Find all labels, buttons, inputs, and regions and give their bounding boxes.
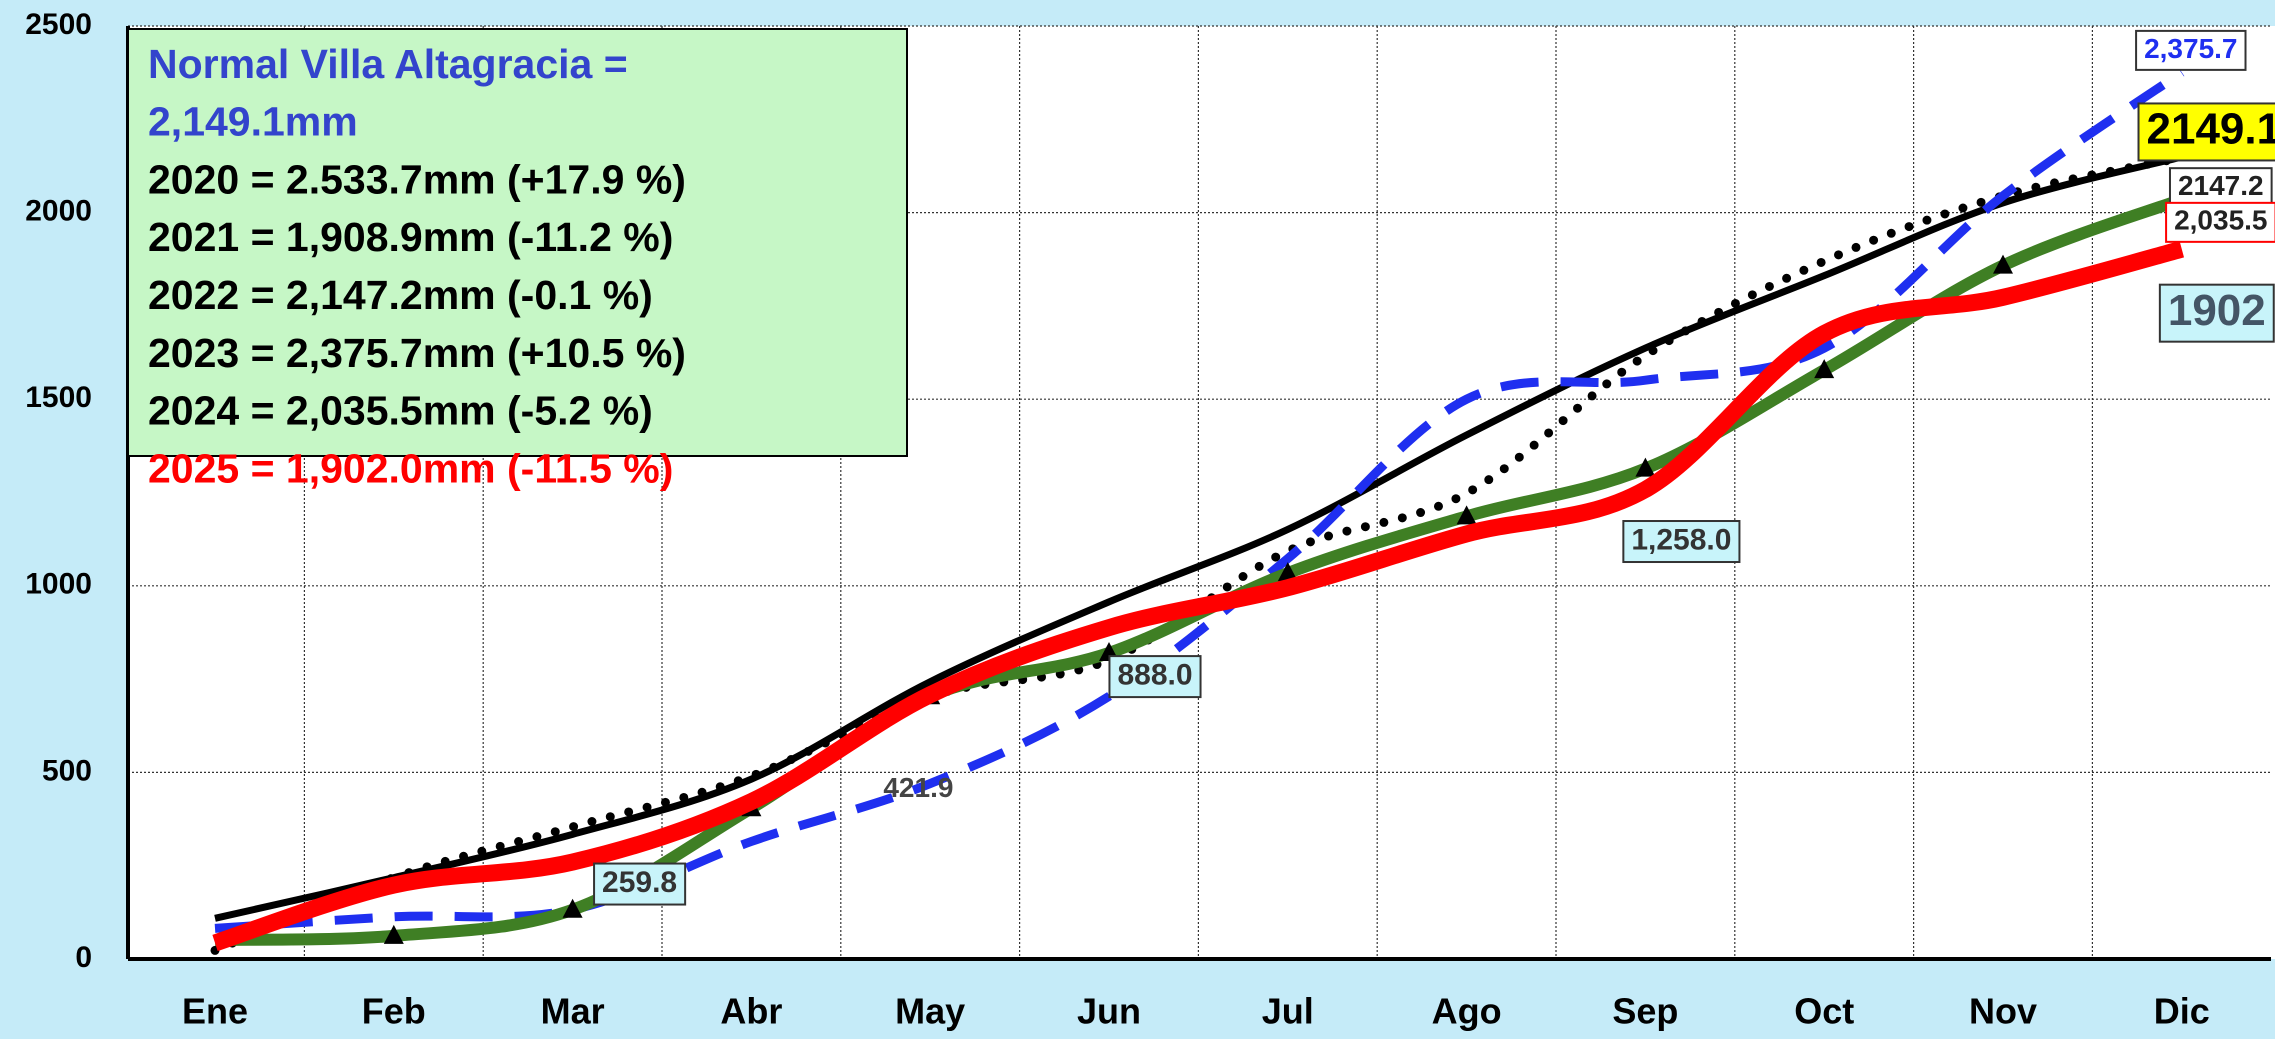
x-tick-label: Nov (1969, 991, 2037, 1032)
x-tick-label: Ene (182, 991, 248, 1032)
x-tick-label: Dic (2154, 991, 2210, 1032)
text-box-line: 2025 = 1,902.0mm (-11.5 %) (148, 445, 673, 491)
data-label: 2149.1 (2147, 105, 2275, 154)
data-label: 2,035.5 (2174, 205, 2267, 236)
text-box-line: 2021 = 1,908.9mm (-11.2 %) (148, 214, 673, 260)
y-tick-label: 1500 (25, 381, 92, 414)
data-label-box (1622, 520, 1741, 564)
x-tick-label: Mar (541, 991, 605, 1032)
series-line (212, 240, 2185, 952)
text-box-line: 2020 = 2.533.7mm (+17.9 %) (148, 156, 686, 202)
series-line (214, 153, 2183, 922)
data-label-box (2158, 283, 2275, 343)
x-tick-label: Sep (1612, 991, 1678, 1032)
text-box-line: 2,149.1mm (148, 99, 358, 145)
text-box-line: Normal Villa Altagracia = (148, 41, 628, 87)
marker (1635, 457, 1656, 477)
y-tick-label: 1000 (25, 568, 92, 601)
text-box-line: 2023 = 2,375.7mm (+10.5 %) (148, 330, 686, 376)
data-label: 1,258.0 (1631, 523, 1731, 556)
data-label: 259.8 (602, 866, 677, 899)
x-tick-label: Ago (1432, 991, 1502, 1032)
data-label-box (593, 862, 687, 906)
marker (383, 924, 404, 944)
data-label: 2147.2 (2178, 170, 2264, 201)
data-label-box (1108, 655, 1202, 699)
data-label: 421.9 (883, 772, 953, 803)
x-tick-label: Abr (720, 991, 782, 1032)
data-label-box (2137, 102, 2275, 162)
marker (1456, 505, 1477, 525)
data-label-box (2168, 167, 2273, 209)
x-tick-label: Feb (362, 991, 426, 1032)
data-label-box (2135, 29, 2247, 71)
data-label: 2,375.7 (2144, 33, 2237, 64)
marker (562, 898, 583, 918)
marker (1277, 562, 1298, 582)
y-tick-label: 2500 (25, 8, 92, 41)
text-box-line: 2024 = 2,035.5mm (-5.2 %) (148, 388, 653, 434)
y-tick-label: 0 (75, 941, 92, 974)
text-box (127, 28, 908, 457)
marker (1993, 254, 2013, 274)
x-tick-label: Jun (1077, 991, 1141, 1032)
data-label: 1902 (2168, 286, 2266, 335)
x-tick-label: Oct (1794, 991, 1854, 1032)
data-label-box (2165, 201, 2275, 243)
marker (1814, 359, 1835, 379)
y-tick-label: 2000 (25, 195, 92, 228)
x-tick-label: May (895, 991, 965, 1032)
text-box-line: 2022 = 2,147.2mm (-0.1 %) (148, 272, 653, 318)
data-label: 888.0 (1117, 659, 1192, 692)
x-tick-label: Jul (1262, 991, 1314, 1032)
y-tick-label: 500 (42, 754, 92, 787)
